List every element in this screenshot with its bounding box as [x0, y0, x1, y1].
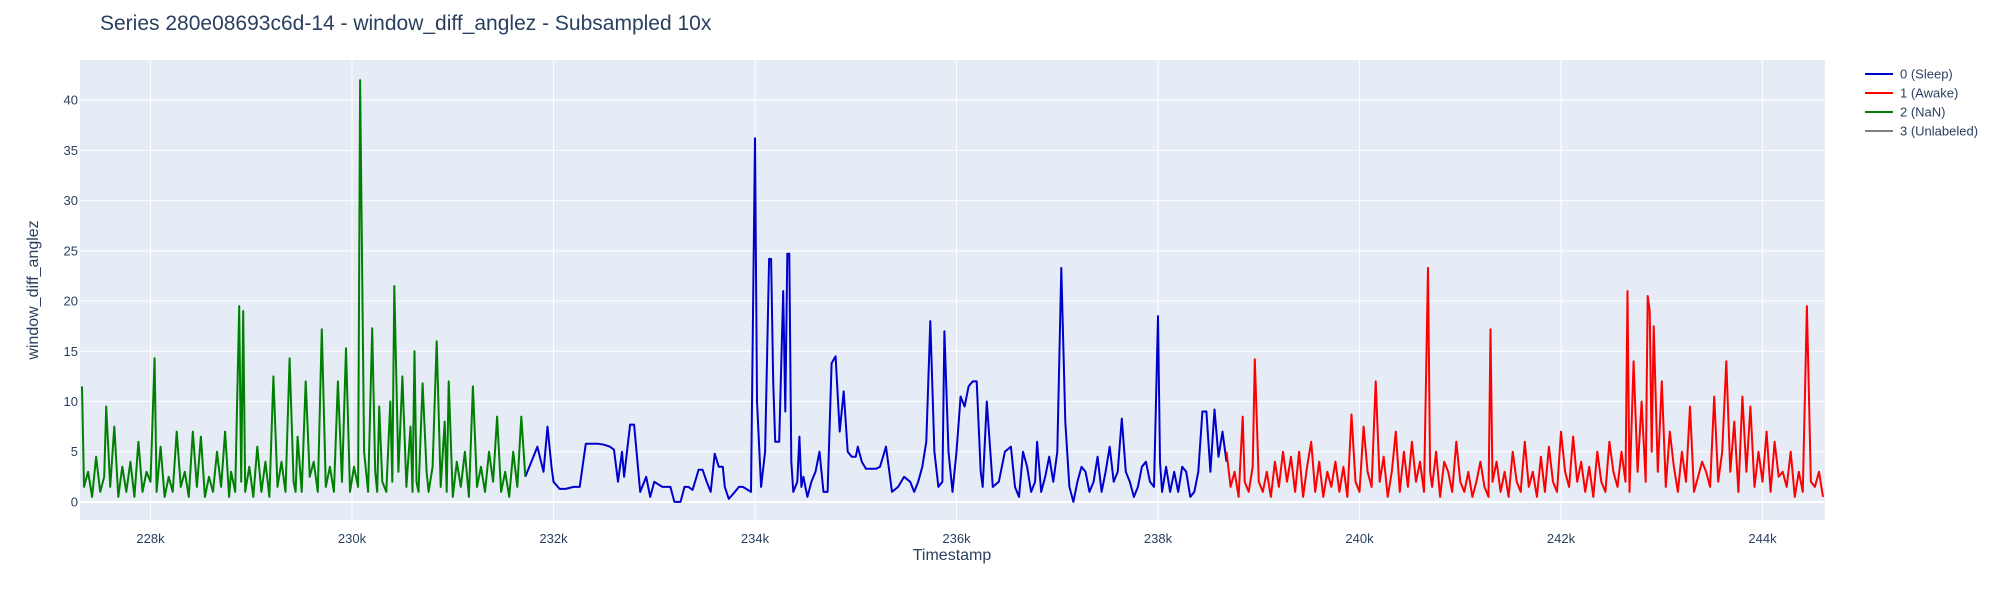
x-tick-label: 240k — [1345, 531, 1374, 546]
legend-item-3[interactable]: 3 (Unlabeled) — [1865, 124, 1978, 139]
x-tick-label: 234k — [741, 531, 770, 546]
y-tick-label: 0 — [71, 494, 78, 509]
chart-title: Series 280e08693c6d-14 - window_diff_ang… — [100, 12, 712, 35]
series-line-0 — [524, 137, 1228, 503]
y-axis-ticks: 0 5 10 15 20 25 30 35 40 — [64, 93, 78, 510]
x-tick-label: 228k — [136, 531, 165, 546]
series-line-1 — [1225, 266, 1824, 498]
y-tick-label: 40 — [64, 93, 78, 108]
legend-item-0[interactable]: 0 (Sleep) — [1865, 67, 1953, 82]
y-tick-label: 20 — [64, 294, 78, 309]
y-tick-label: 15 — [64, 344, 78, 359]
x-tick-label: 230k — [338, 531, 367, 546]
legend-item-2[interactable]: 2 (NaN) — [1865, 105, 1946, 120]
legend-label: 2 (NaN) — [1900, 105, 1946, 120]
x-tick-label: 238k — [1144, 531, 1173, 546]
x-tick-label: 232k — [539, 531, 568, 546]
series-layer — [81, 79, 1824, 503]
y-tick-label: 35 — [64, 143, 78, 158]
legend-label: 3 (Unlabeled) — [1900, 124, 1978, 139]
y-axis-title: window_diff_anglez — [25, 220, 42, 360]
legend-label: 1 (Awake) — [1900, 86, 1958, 101]
x-tick-label: 242k — [1547, 531, 1576, 546]
plot-area — [80, 60, 1825, 520]
x-axis-title: Timestamp — [913, 547, 992, 564]
x-axis-ticks: 228k 230k 232k 234k 236k 238k 240k 242k 244k — [136, 531, 1777, 546]
x-tick-label: 244k — [1748, 531, 1777, 546]
y-tick-label: 30 — [64, 193, 78, 208]
y-tick-label: 5 — [71, 444, 78, 459]
legend-item-1[interactable]: 1 (Awake) — [1865, 86, 1958, 101]
x-tick-label: 236k — [942, 531, 971, 546]
y-tick-label: 25 — [64, 243, 78, 258]
legend-label: 0 (Sleep) — [1900, 67, 1953, 82]
y-tick-label: 10 — [64, 394, 78, 409]
legend[interactable]: 0 (Sleep) 1 (Awake) 2 (NaN) 3 (Unlabeled) — [1865, 67, 1978, 139]
series-line-2 — [81, 79, 527, 498]
